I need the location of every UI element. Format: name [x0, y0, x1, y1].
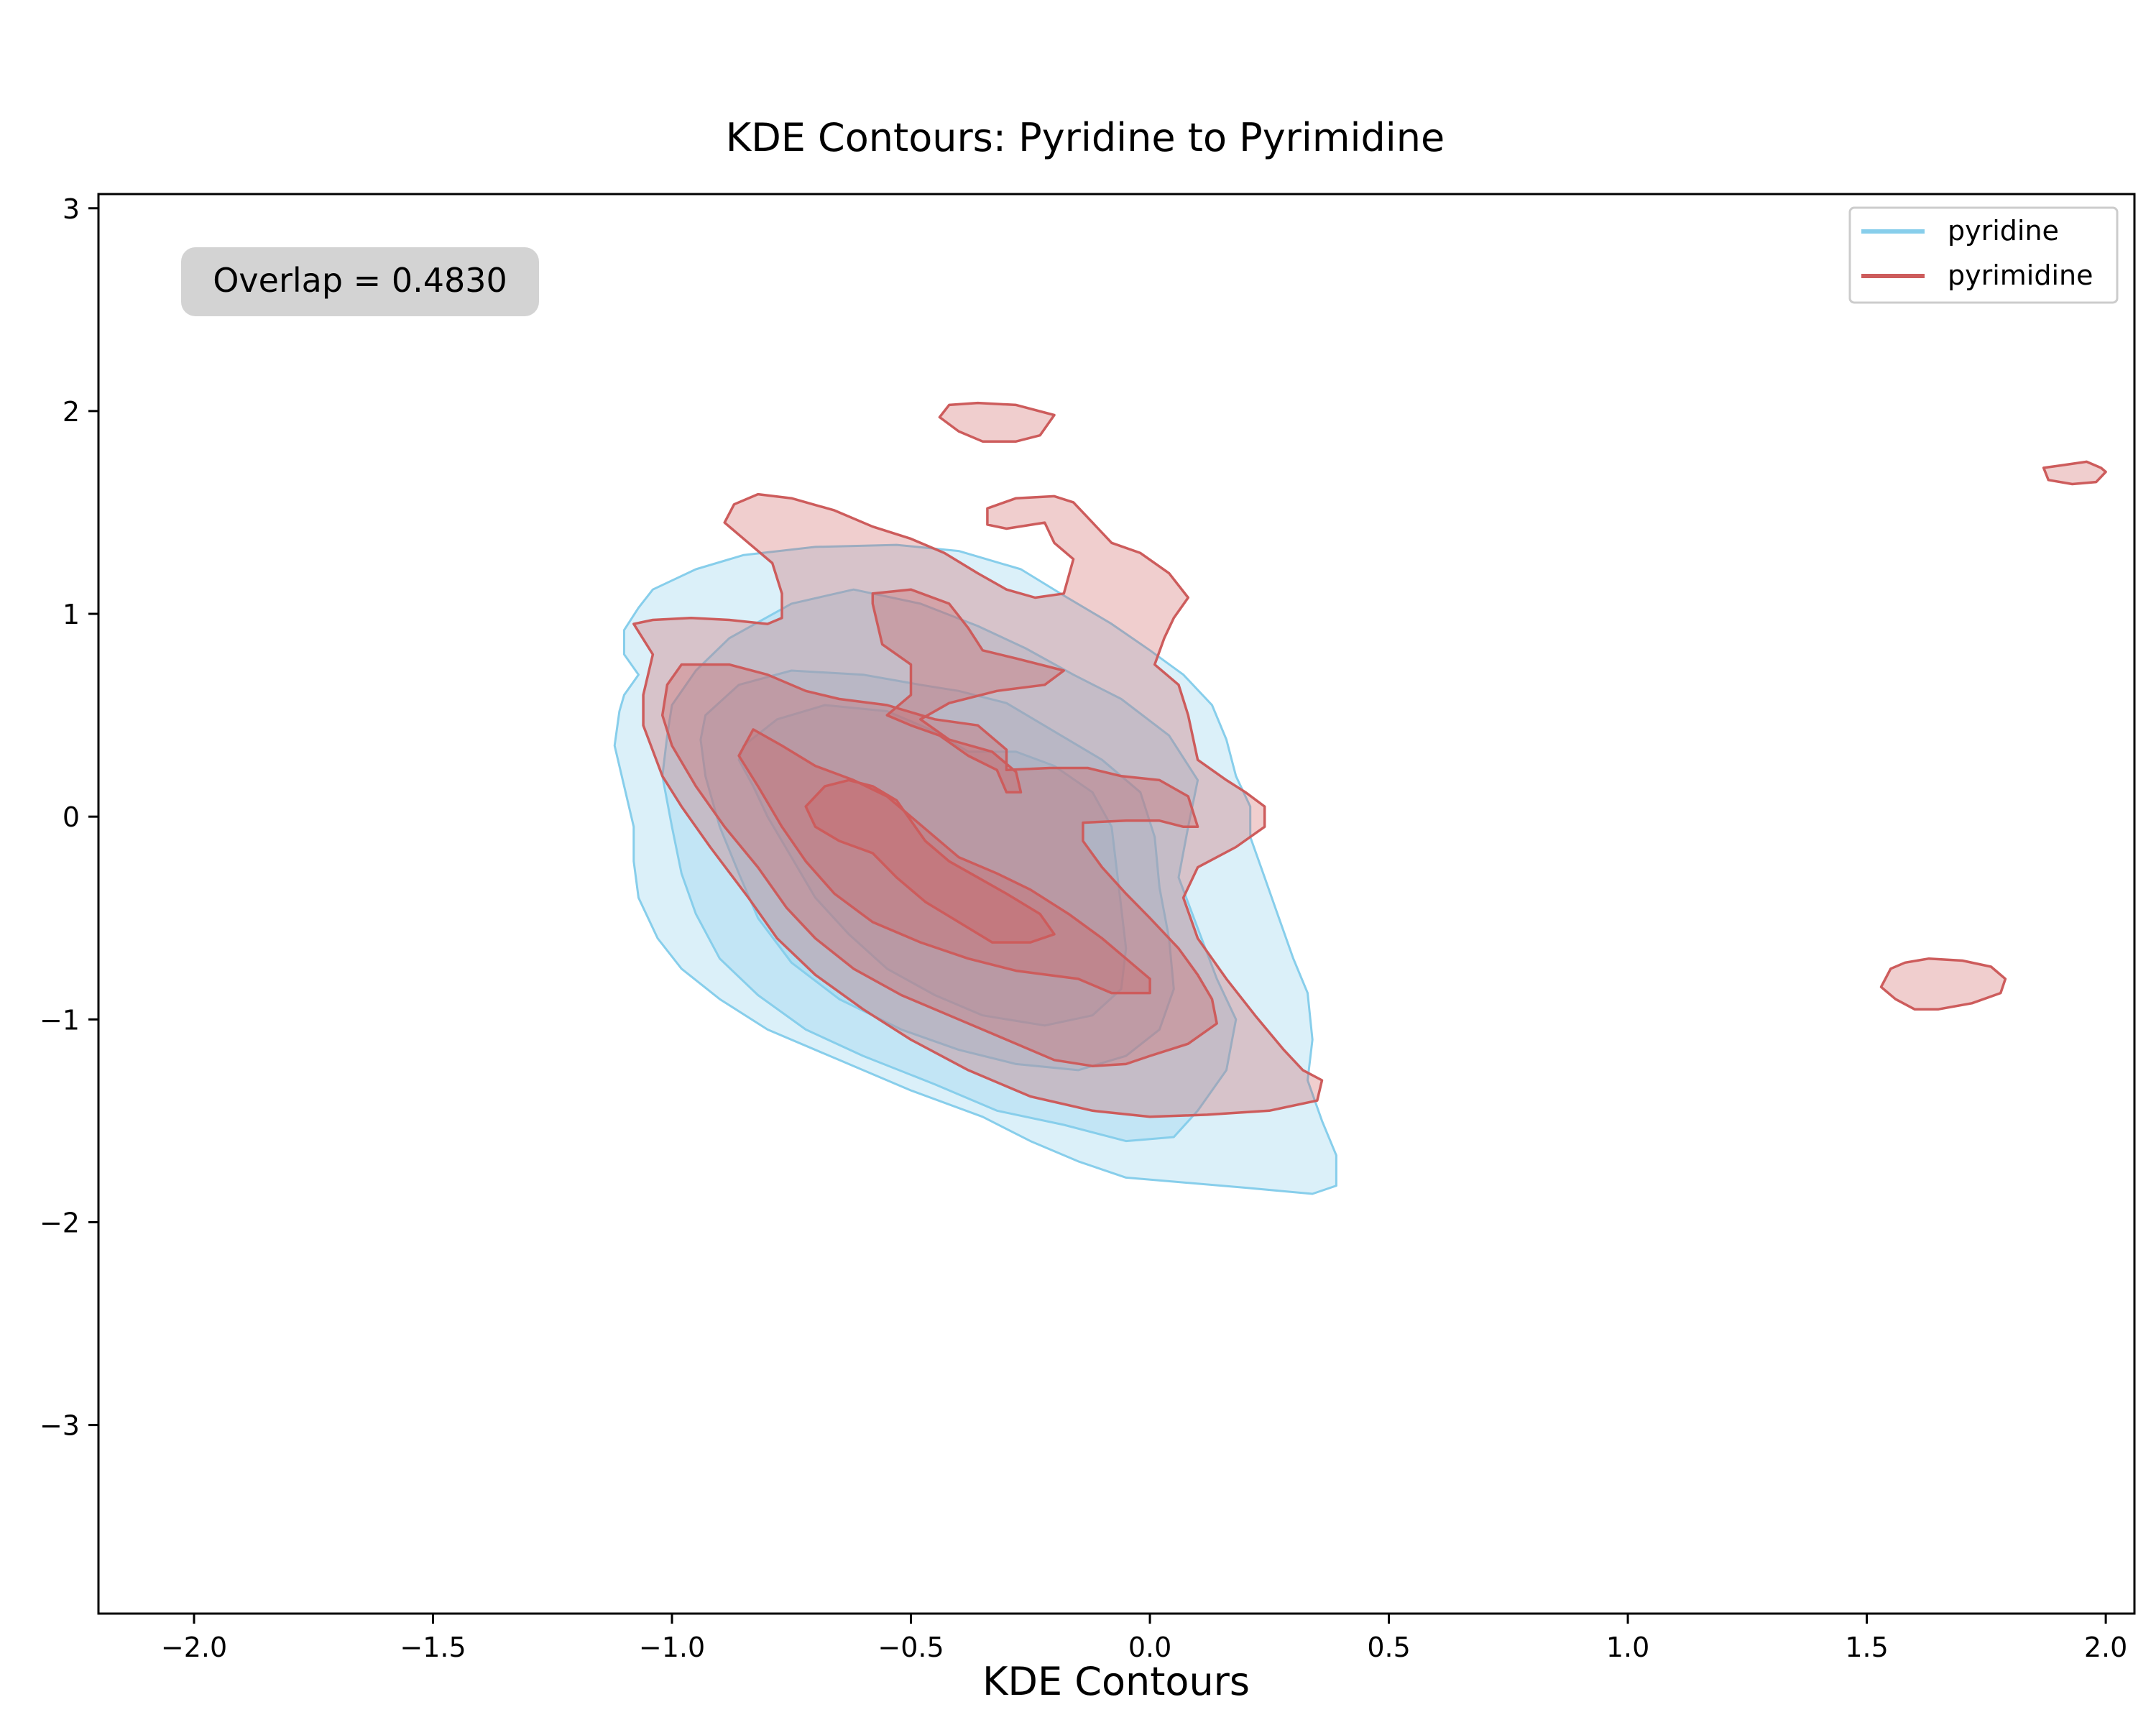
y-tick-label: 2: [63, 396, 80, 428]
y-tick-label: 1: [63, 599, 80, 630]
x-tick-label: −1.0: [639, 1632, 705, 1663]
x-tick-label: 1.0: [1606, 1632, 1649, 1663]
y-axis-ticks: 3 2 1 0 −1 −2 −3: [40, 193, 98, 1442]
overlap-annotation-text: Overlap = 0.4830: [213, 261, 507, 300]
pyrimidine-contour-6: [737, 728, 1151, 995]
y-tick-label: 3: [63, 193, 80, 225]
y-tick-label: 0: [63, 801, 80, 833]
x-axis-label: KDE Contours: [982, 1659, 1250, 1704]
y-tick-label: −2: [40, 1207, 80, 1238]
chart-title: KDE Contours: Pyridine to Pyrimidine: [726, 115, 1445, 160]
legend-label-pyridine: pyridine: [1948, 215, 2059, 247]
y-tick-label: −3: [40, 1410, 80, 1442]
pyrimidine-contour-3: [1879, 957, 2007, 1011]
plot-area-border: [97, 193, 2136, 1615]
x-tick-label: 2.0: [2084, 1632, 2127, 1663]
pyrimidine-contour-2: [2042, 460, 2107, 486]
legend-label-pyrimidine: pyrimidine: [1948, 259, 2093, 291]
overlap-annotation: Overlap = 0.4830: [181, 247, 539, 316]
x-tick-label: 1.5: [1845, 1632, 1888, 1663]
pyrimidine-contour-1: [938, 401, 1056, 443]
overlap-annotation-box: [181, 247, 539, 316]
legend: pyridine pyrimidine: [1848, 206, 2119, 304]
pyrimidine-contour-0: [632, 492, 1324, 1118]
axes-frame: [97, 193, 2136, 1615]
x-tick-label: 0.5: [1367, 1632, 1410, 1663]
x-tick-label: −2.0: [161, 1632, 227, 1663]
x-tick-label: −0.5: [877, 1632, 944, 1663]
x-tick-label: 0.0: [1128, 1632, 1171, 1663]
x-tick-label: −1.5: [400, 1632, 466, 1663]
pyrimidine-contour-4: [660, 663, 1218, 1067]
pyrimidine-contour-5: [871, 588, 1066, 794]
contour-layer: [613, 401, 2107, 1195]
pyrimidine-contour-7: [804, 778, 1056, 944]
y-tick-label: −1: [40, 1004, 80, 1036]
pyridine-contour-1: [661, 588, 1238, 1143]
x-axis-ticks: −2.0 −1.5 −1.0 −0.5 0.0 0.5 1.0 1.5 2.0: [161, 1614, 2127, 1663]
